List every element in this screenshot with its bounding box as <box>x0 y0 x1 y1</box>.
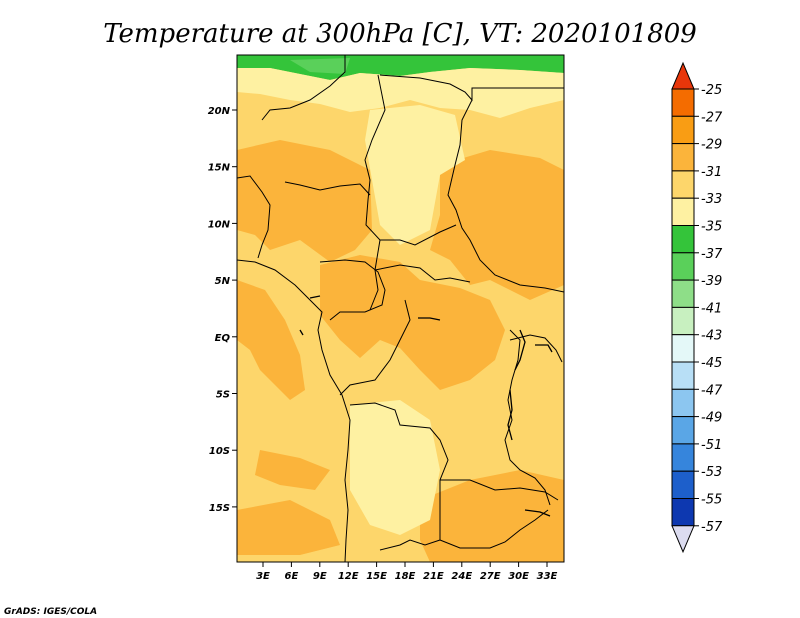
x-tick-label: 15E <box>366 571 387 582</box>
map-plot-area <box>237 55 564 562</box>
colorbar-segment <box>671 443 695 472</box>
chart-title: Temperature at 300hPa [C], VT: 202010180… <box>103 19 697 49</box>
y-tick-label: 15N <box>208 163 231 174</box>
colorbar-label: -47 <box>701 383 723 398</box>
warm-region-south <box>255 450 330 490</box>
colorbar-segment <box>671 170 695 199</box>
pale-region-angola <box>350 400 440 535</box>
colorbar-label: -41 <box>701 301 722 316</box>
colorbar-segment <box>671 252 695 281</box>
y-tick-label: 10S <box>209 446 230 457</box>
colorbar-label: -49 <box>701 411 722 426</box>
colorbar-segment <box>671 388 695 418</box>
colorbar-label: -45 <box>701 356 722 371</box>
colorbar-segment <box>671 416 695 445</box>
x-axis: 3E 6E 9E 12E 15E 18E 21E 24E 27E 30E 33E <box>256 562 558 582</box>
colorbar-label: -25 <box>701 83 722 98</box>
warm-region-central <box>320 255 505 390</box>
lakes-and-rivers <box>299 295 553 517</box>
warm-region-coastal <box>237 280 305 400</box>
colorbar-label: -55 <box>701 493 722 508</box>
colorbar-segment <box>671 225 695 254</box>
colorbar-label: -51 <box>701 438 722 453</box>
colorbar-label: -53 <box>701 465 722 480</box>
y-tick-label: 5S <box>216 390 230 401</box>
warm-region-west <box>237 140 372 262</box>
colorbar-segment <box>671 88 695 117</box>
colorbar-segment <box>671 361 695 390</box>
colorbar-top-arrow <box>671 61 695 90</box>
y-tick-label: 20N <box>208 106 231 117</box>
colorbar-segment <box>671 334 695 363</box>
y-tick-label: EQ <box>215 333 231 344</box>
credit-text: GrADS: IGES/COLA <box>4 607 97 617</box>
colorbar-segment <box>671 279 695 308</box>
lightgreen-patch <box>290 58 350 74</box>
colorbar-label: -35 <box>701 220 722 235</box>
warm-region-southwest <box>237 500 340 555</box>
x-tick-label: 33E <box>537 571 558 582</box>
x-tick-label: 3E <box>256 571 270 582</box>
warm-region-east <box>430 150 564 300</box>
colorbar-label: -29 <box>701 138 722 153</box>
warm-region-southeast <box>420 470 564 562</box>
x-tick-label: 30E <box>508 571 529 582</box>
country-borders <box>237 55 564 562</box>
colorbar-label: -39 <box>701 274 722 289</box>
colorbar-segment <box>671 306 695 336</box>
colorbar-label: -33 <box>701 192 722 207</box>
x-tick-label: 12E <box>338 571 359 582</box>
colorbar-label: -27 <box>701 110 723 125</box>
colorbar-label: -57 <box>701 520 723 535</box>
pale-region-sahara <box>365 105 465 245</box>
colorbar-segment <box>671 498 695 527</box>
x-tick-label: 6E <box>285 571 299 582</box>
colorbar-segment <box>671 115 695 145</box>
colorbar-segment <box>671 197 695 226</box>
x-tick-label: 27E <box>480 571 501 582</box>
colorbar-label: -37 <box>701 247 723 262</box>
y-tick-label: 10N <box>208 219 231 230</box>
colorbar-segment <box>671 143 695 172</box>
x-tick-label: 21E <box>423 571 444 582</box>
x-tick-label: 9E <box>313 571 327 582</box>
pale-band-north <box>237 68 564 118</box>
colorbar-segment <box>671 470 695 500</box>
colorbar-label: -43 <box>701 329 722 344</box>
colorbar-bottom-arrow <box>671 525 695 554</box>
y-tick-label: 5N <box>215 276 231 287</box>
map-frame <box>236 54 565 563</box>
colorbar: -25 -27 -29 -31 -33 -35 -37 -39 -41 -43 -45 -47 -49 -… <box>671 61 723 554</box>
x-tick-label: 24E <box>451 571 472 582</box>
y-axis: 20N 15N 10N 5N EQ 5S 10S 15S <box>208 106 237 514</box>
colorbar-label: -31 <box>701 165 722 180</box>
x-tick-label: 18E <box>395 571 416 582</box>
y-tick-label: 15S <box>209 503 230 514</box>
